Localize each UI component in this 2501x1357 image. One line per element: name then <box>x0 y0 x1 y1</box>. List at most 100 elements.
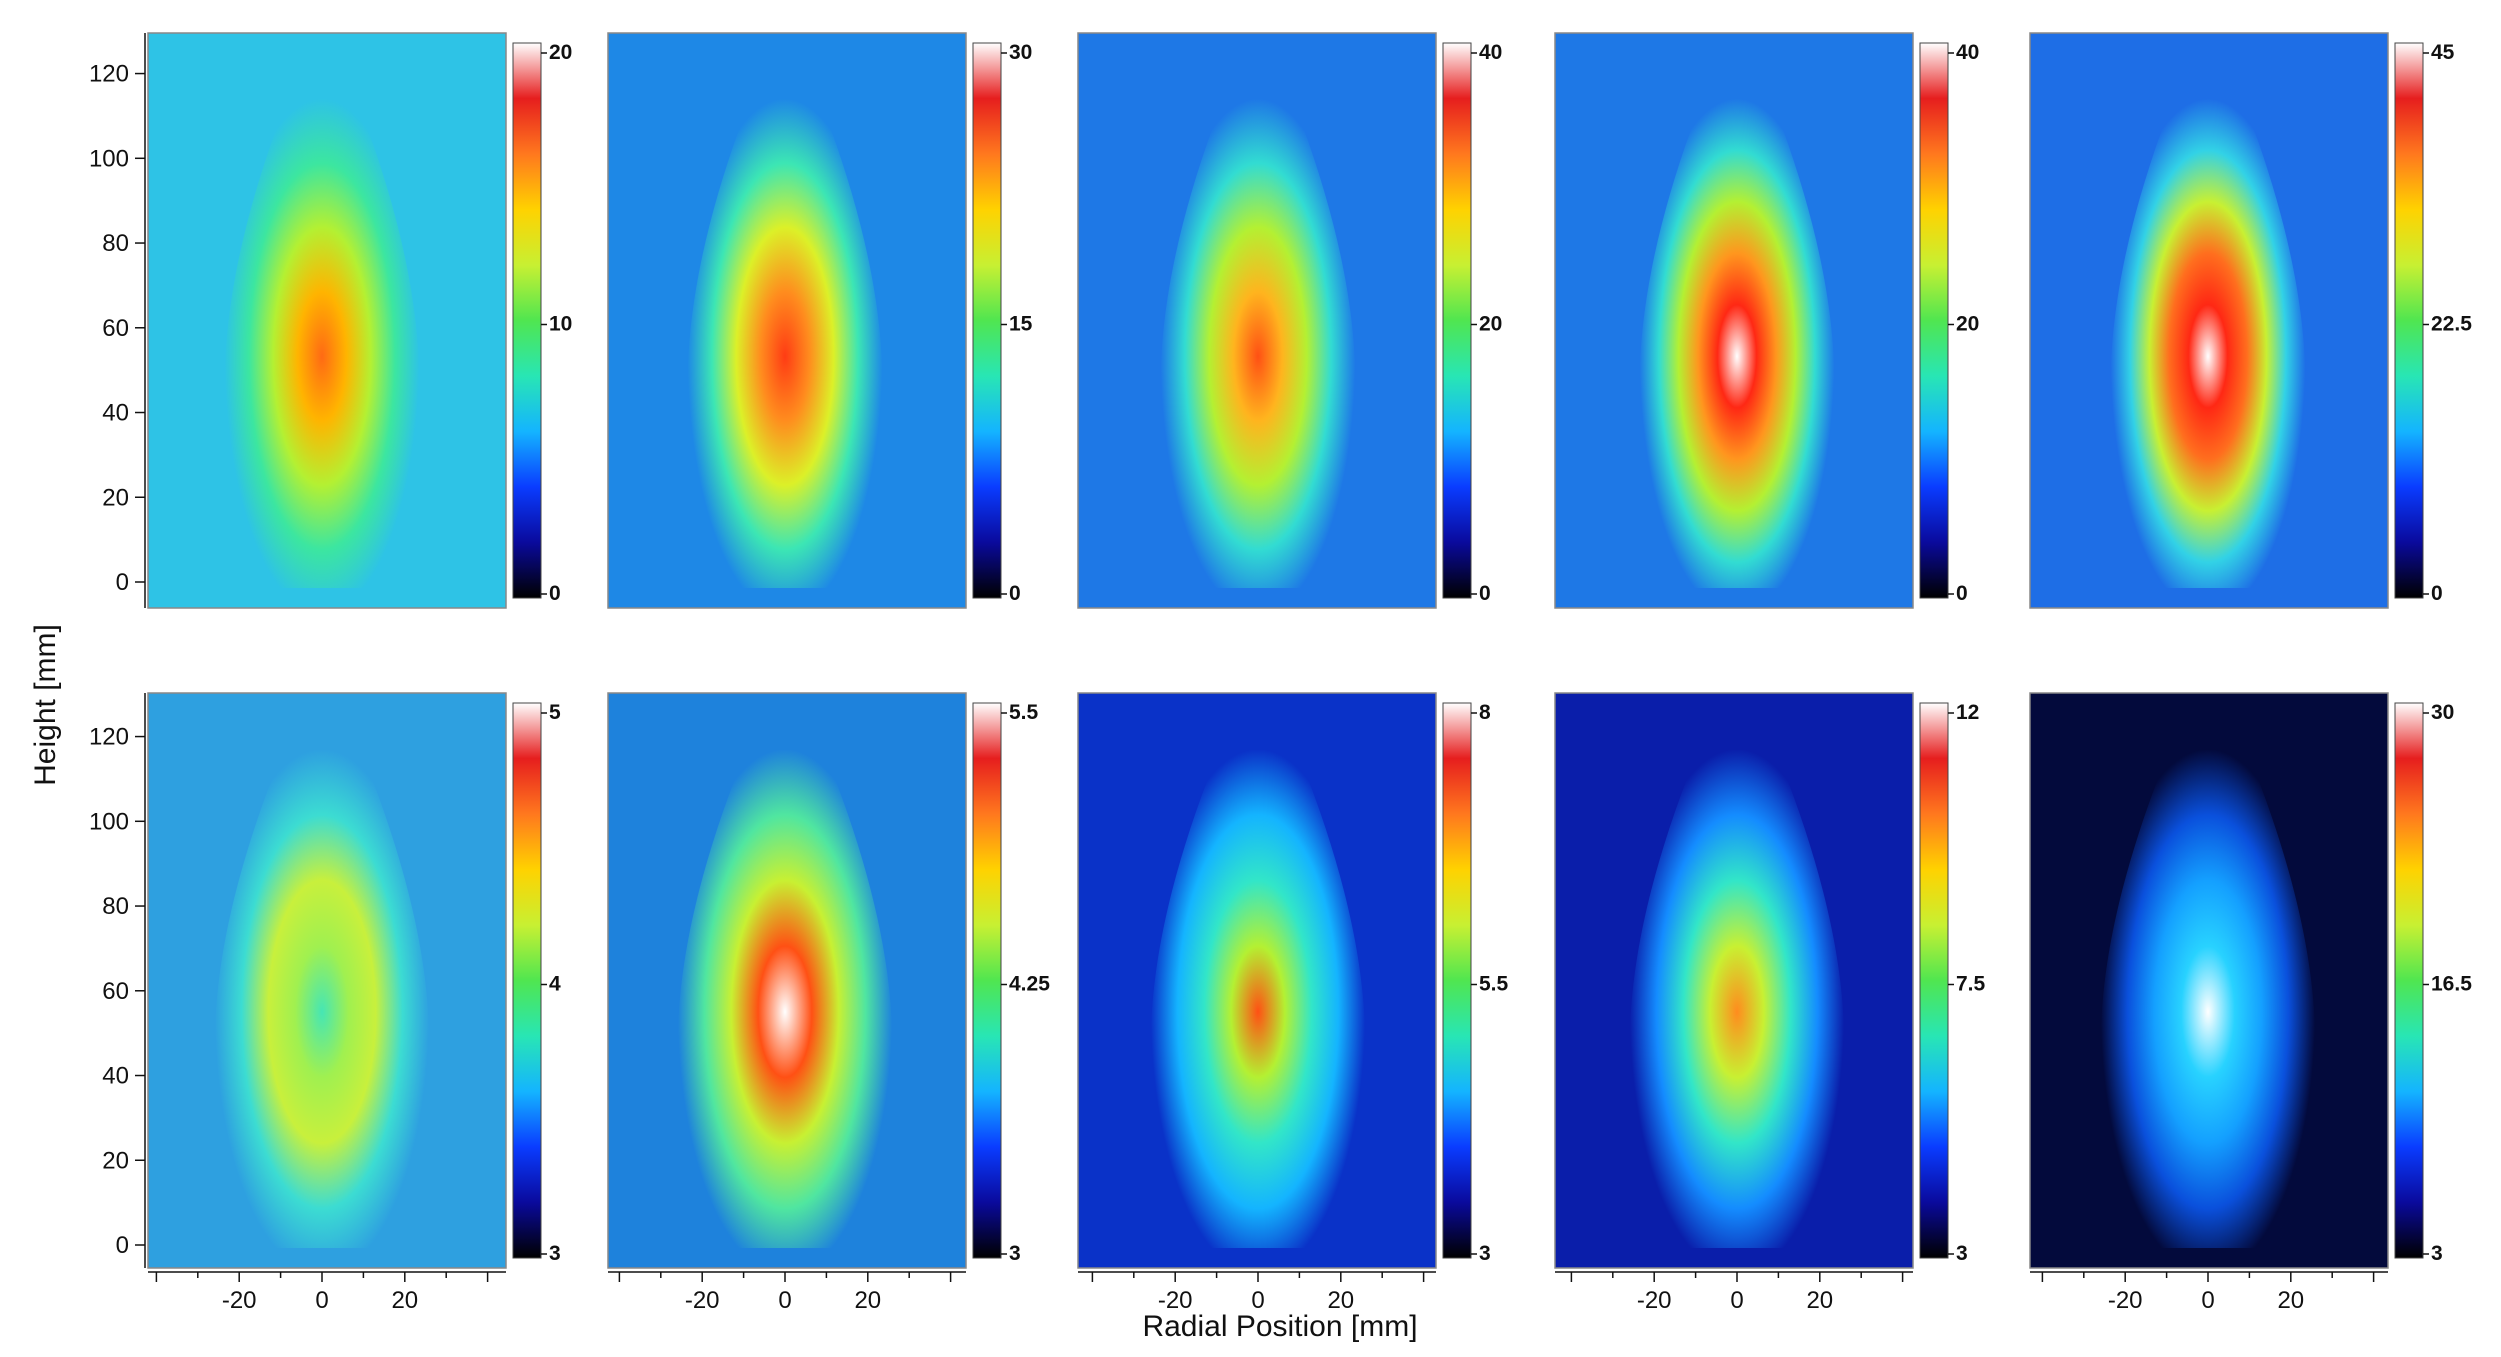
colorbar <box>512 42 542 599</box>
colorbar-tick-label: 8 <box>1479 701 1491 724</box>
colorbar <box>1919 702 1949 1259</box>
colorbar <box>1442 42 1472 599</box>
colorbar-tick-label: 22.5 <box>2431 313 2472 336</box>
flame-plume <box>1150 723 1366 1248</box>
heatmap-panel-r0-c2: 40 20 0 <box>1077 32 1502 609</box>
x-tick-label: 20 <box>2277 1287 2304 1314</box>
colorbar-tick-label: 30 <box>1009 41 1032 64</box>
colorbar-tick-label: 0 <box>1009 582 1021 605</box>
colorbar-tick-label: 4.25 <box>1009 973 1050 996</box>
x-tick-label: -20 <box>2108 1287 2143 1314</box>
y-tick-label: 20 <box>102 1147 129 1174</box>
flame-plume <box>1639 73 1835 588</box>
flame-plume <box>2110 73 2306 588</box>
colorbar-tick-label: 10 <box>549 313 572 336</box>
colorbar-tick-label: 3 <box>1956 1242 1968 1265</box>
heatmap-panel-r1-c1: 5.5 4.25 3 <box>607 692 1050 1269</box>
y-tick-label: 60 <box>102 315 129 342</box>
colorbar-tick-label: 0 <box>1956 582 1968 605</box>
x-tick-label: 20 <box>391 1287 418 1314</box>
x-axis-c3: -20 0 20 <box>1555 1271 1913 1314</box>
x-tick-label: -20 <box>1158 1287 1193 1314</box>
colorbar <box>2394 42 2424 599</box>
colorbar-tick-label: 5 <box>549 701 561 724</box>
heatmap-panel-r0-c4: 45 22.5 0 <box>2029 32 2472 609</box>
x-tick-label: -20 <box>1637 1287 1672 1314</box>
x-tick-label: 0 <box>1251 1287 1264 1314</box>
colorbar-tick-label: 3 <box>549 1242 561 1265</box>
colorbar <box>512 702 542 1259</box>
x-axis-label: Radial Position [mm] <box>1142 1310 1417 1343</box>
colorbar-tick-label: 20 <box>1479 313 1502 336</box>
x-axis-c0: -20 0 20 <box>148 1271 506 1314</box>
x-tick-label: 20 <box>1806 1287 1833 1314</box>
colorbar-tick-label: 40 <box>1956 41 1979 64</box>
heatmap-panel-r1-c2: 85.53 <box>1077 692 1509 1269</box>
y-axis-top: 0 20 40 60 80 100 120 <box>89 33 146 608</box>
heatmap-panels: 201003015040200402004522.505435.54.25385… <box>147 32 2472 1269</box>
colorbar-tick-label: 45 <box>2431 41 2455 64</box>
heatmap-panel-r1-c4: 30 16.5 3 <box>2029 692 2472 1269</box>
colorbar-tick-label: 4 <box>549 973 561 996</box>
x-tick-label: 0 <box>778 1287 791 1314</box>
flame-plume <box>677 723 893 1248</box>
y-tick-label: 0 <box>116 569 129 596</box>
y-axis-bottom: 0 20 40 60 80 100 120 <box>89 693 146 1268</box>
x-tick-label: 0 <box>315 1287 328 1314</box>
y-tick-label: 40 <box>102 1063 129 1090</box>
colorbar-tick-label: 5.5 <box>1009 701 1039 724</box>
colorbar-tick-label: 7.5 <box>1956 973 1986 996</box>
colorbar-tick-label: 3 <box>2431 1242 2443 1265</box>
colorbar-tick-label: 0 <box>2431 582 2443 605</box>
flame-plume <box>224 73 420 588</box>
colorbar-tick-label: 3 <box>1009 1242 1021 1265</box>
colorbar <box>1919 42 1949 599</box>
flame-plume <box>214 723 430 1248</box>
x-tick-label: 0 <box>2201 1287 2214 1314</box>
flame-plume <box>687 73 883 588</box>
x-axis-c4: -20 0 20 <box>2030 1271 2388 1314</box>
colorbar-tick-label: 20 <box>549 41 572 64</box>
y-axis-label: Height [mm] <box>29 624 62 786</box>
x-axis-c2: -20 0 20 <box>1078 1271 1436 1314</box>
colorbar <box>972 702 1002 1259</box>
colorbar-tick-label: 5.5 <box>1479 973 1509 996</box>
y-tick-label: 80 <box>102 893 129 920</box>
colorbar <box>2394 702 2424 1259</box>
colorbar-tick-label: 0 <box>549 582 561 605</box>
y-tick-label: 0 <box>116 1232 129 1259</box>
x-tick-label: -20 <box>222 1287 257 1314</box>
colorbar-tick-label: 3 <box>1479 1242 1491 1265</box>
y-tick-label: 20 <box>102 484 129 511</box>
colorbar-tick-label: 20 <box>1956 313 1979 336</box>
x-tick-label: 0 <box>1730 1287 1743 1314</box>
x-axis-c1: -20 0 20 <box>608 1271 966 1314</box>
colorbar-tick-label: 12 <box>1956 701 1979 724</box>
x-tick-label: -20 <box>685 1287 720 1314</box>
flame-plume <box>1629 723 1845 1248</box>
y-tick-label: 120 <box>89 724 129 751</box>
x-tick-label: 20 <box>854 1287 881 1314</box>
colorbar-tick-label: 40 <box>1479 41 1502 64</box>
colorbar-tick-label: 0 <box>1479 582 1491 605</box>
y-tick-label: 60 <box>102 978 129 1005</box>
y-tick-label: 100 <box>89 145 129 172</box>
colorbar-tick-label: 15 <box>1009 313 1033 336</box>
y-tick-label: 120 <box>89 61 129 88</box>
x-tick-label: 20 <box>1327 1287 1354 1314</box>
colorbar <box>1442 702 1472 1259</box>
heatmap-panel-r0-c1: 30 15 0 <box>607 32 1033 609</box>
heatmap-panel-r0-c0: 20 10 0 <box>147 32 572 609</box>
y-tick-label: 40 <box>102 400 129 427</box>
x-axes: -20 0 20 -20 0 20 -20 0 20 -20 0 20 -20 0 20 <box>148 1271 2388 1314</box>
heatmap-panel-r1-c0: 5 4 3 <box>147 692 561 1269</box>
flame-plume <box>1160 73 1356 588</box>
y-tick-label: 100 <box>89 808 129 835</box>
colorbar <box>972 42 1002 599</box>
flame-plume <box>2100 723 2316 1248</box>
heatmap-panel-r1-c3: 127.53 <box>1554 692 1986 1269</box>
colorbar-tick-label: 30 <box>2431 701 2454 724</box>
colorbar-tick-label: 16.5 <box>2431 973 2472 996</box>
heatmap-panel-r0-c3: 40 20 0 <box>1554 32 1979 609</box>
